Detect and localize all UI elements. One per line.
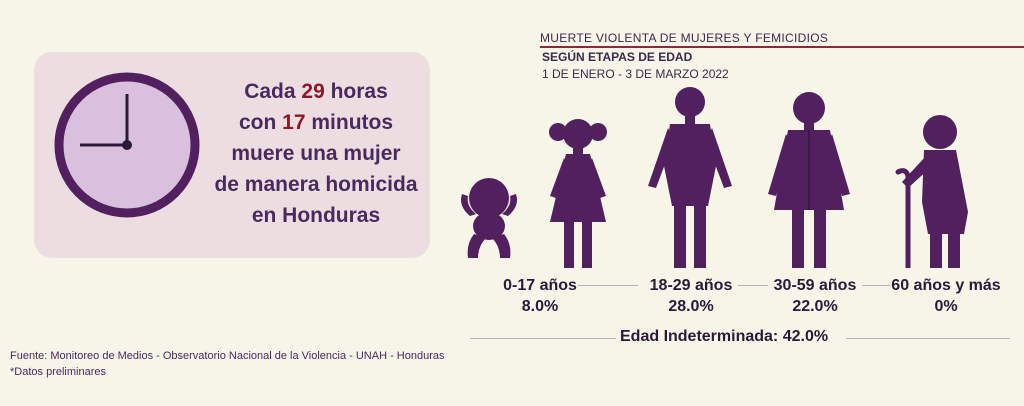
homicide-frequency-statement: Cada 29 horas con 17 minutos muere una m… <box>214 80 418 227</box>
title-underline <box>540 46 1024 48</box>
age-group-60-plus: 60 años y más 0% <box>888 275 1004 317</box>
connector-line <box>738 285 768 286</box>
clock-icon <box>54 72 200 218</box>
chart-subtitle: SEGÚN ETAPAS DE EDAD <box>542 50 693 64</box>
adult-woman-icon <box>768 92 850 268</box>
woman-icon <box>648 87 732 268</box>
preliminary-note: *Datos preliminares <box>10 366 106 378</box>
connector-line <box>862 285 890 286</box>
age-group-percent: 8.0% <box>521 298 559 315</box>
age-group-percent: 22.0% <box>792 298 838 315</box>
elderly-woman-icon <box>895 115 968 268</box>
source-note: Fuente: Monitoreo de Medios - Observator… <box>10 350 445 362</box>
undetermined-line-left <box>470 338 616 339</box>
baby-icon <box>461 178 517 258</box>
chart-title: MUERTE VIOLENTA DE MUJERES Y FEMICIDIOS <box>540 31 829 45</box>
age-group-0-17: 0-17 años 8.0% <box>490 275 590 317</box>
age-group-label: 18-29 años <box>649 277 733 294</box>
undetermined-age: Edad Indeterminada: 42.0% <box>620 328 829 345</box>
date-range: 1 DE ENERO - 3 DE MARZO 2022 <box>542 67 729 81</box>
age-group-18-29: 18-29 años 28.0% <box>636 275 746 317</box>
age-group-label: 0-17 años <box>503 277 577 294</box>
connector-line <box>578 285 638 286</box>
minutes-value: 17 <box>282 111 306 134</box>
undetermined-line-right <box>846 338 1010 339</box>
age-group-label: 30-59 años <box>773 277 857 294</box>
age-group-percent: 28.0% <box>668 298 714 315</box>
age-group-30-59: 30-59 años 22.0% <box>760 275 870 317</box>
hours-value: 29 <box>301 80 325 103</box>
girl-icon <box>549 119 607 268</box>
age-group-label: 60 años y más <box>891 277 1001 294</box>
age-group-percent: 0% <box>934 298 958 315</box>
